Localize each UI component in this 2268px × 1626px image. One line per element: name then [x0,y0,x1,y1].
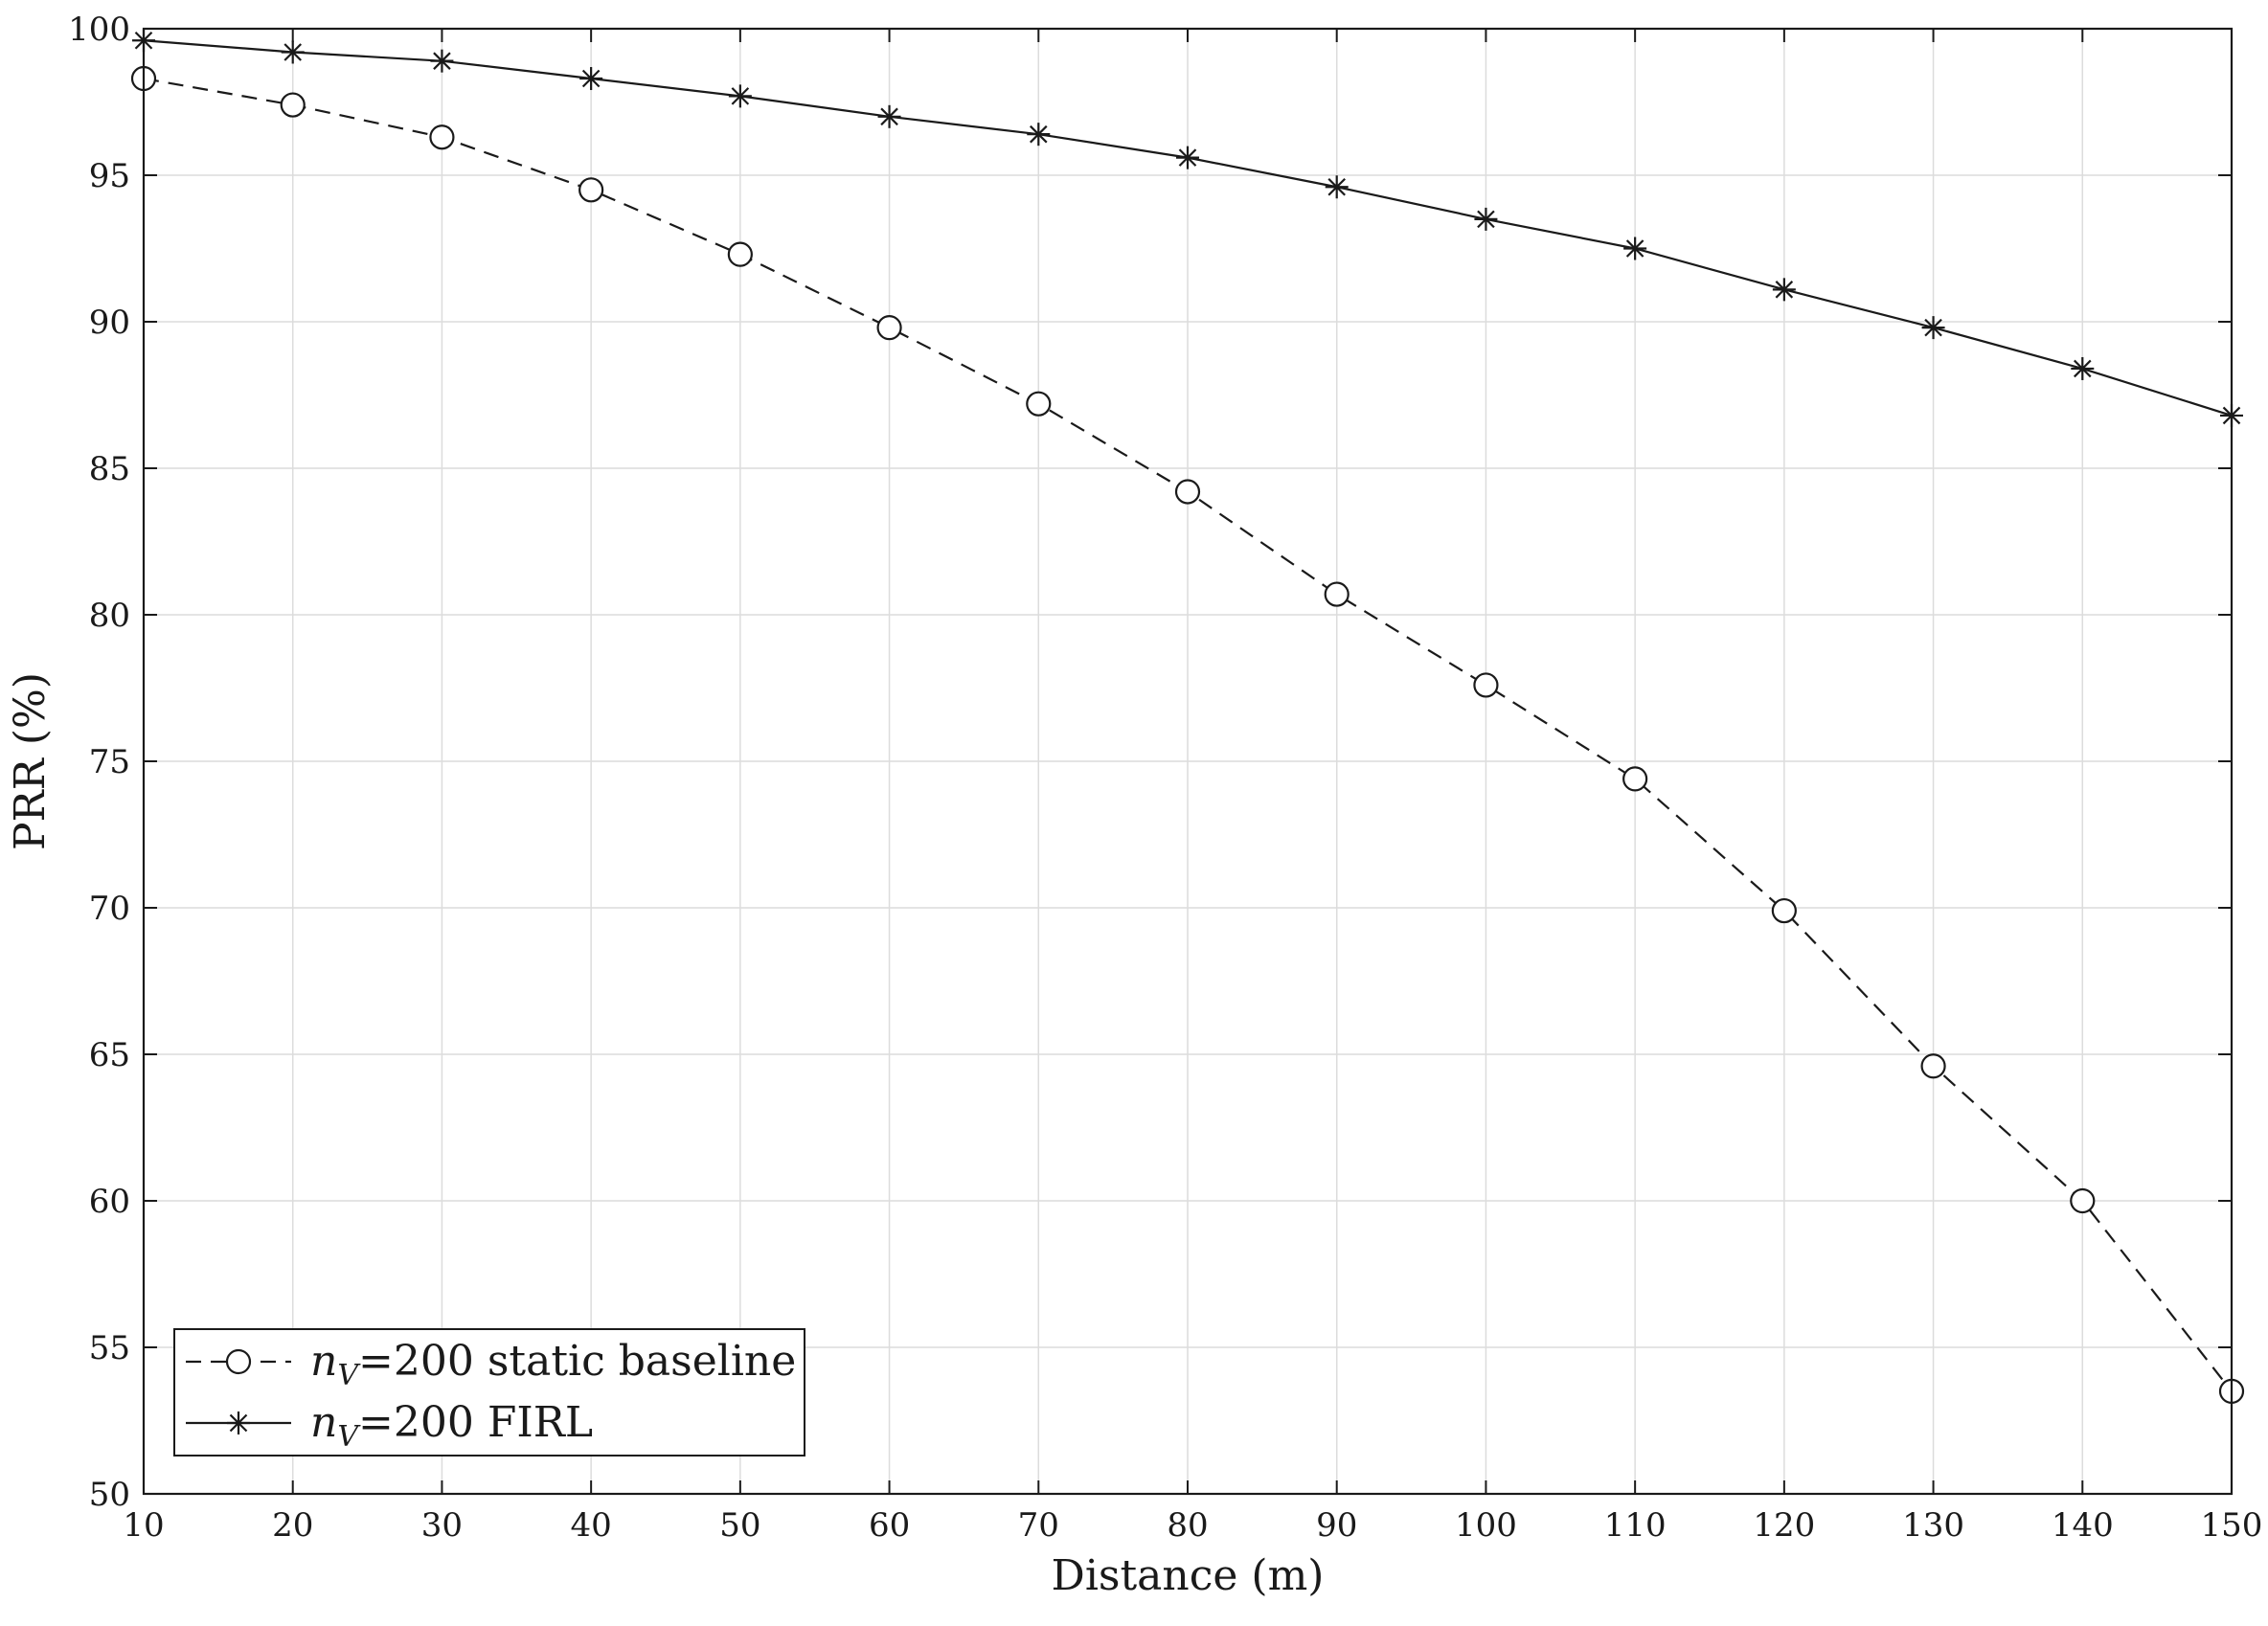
tick-labels: 10 20 30 40 50 60 70 80 90 100 110 120 130 140 150 50 55… [68,11,2262,1545]
legend-label-sub: V [337,1420,361,1454]
legend-entry: nV=200 static baseline [186,1337,796,1392]
y-tick-label: 90 [89,304,130,342]
data-point-marker [1325,175,1349,199]
data-point-marker [1176,146,1199,169]
y-tick-label: 80 [89,597,130,635]
x-tick-label: 110 [1604,1506,1667,1545]
data-point-marker [429,124,455,150]
grid [144,29,2232,1494]
data-point-marker [1473,672,1499,698]
data-point-marker [2070,1187,2096,1214]
legend-label: nV=200 static baseline [310,1337,796,1392]
y-axis-title: PRR (%) [6,672,55,850]
y-tick-label: 85 [89,450,130,488]
x-tick-label: 130 [1902,1506,1964,1545]
data-point-marker [1623,237,1647,260]
x-tick-label: 60 [869,1506,910,1545]
x-tick-label: 70 [1018,1506,1059,1545]
data-point-marker [578,177,604,203]
x-tick-label: 100 [1455,1506,1517,1545]
legend-label-sub: V [337,1359,361,1392]
legend-marker [227,1411,250,1434]
series-1 [130,65,2245,1405]
y-tick-label: 60 [89,1183,130,1221]
legend-entry: nV=200 FIRL [186,1398,593,1454]
x-tick-label: 50 [719,1506,760,1545]
x-tick-label: 80 [1167,1506,1208,1545]
data-point-marker [876,315,902,341]
data-point-marker [579,67,603,91]
x-tick-label: 10 [123,1506,164,1545]
legend-marker [225,1348,252,1375]
data-point-marker [728,84,752,108]
data-point-marker [1026,391,1052,417]
y-tick-label: 65 [89,1036,130,1074]
y-tick-label: 50 [89,1476,130,1514]
data-point-marker [1174,479,1201,505]
series-2 [132,29,2243,427]
y-tick-label: 100 [68,11,130,49]
data-point-marker [430,49,454,73]
legend-label: nV=200 FIRL [310,1398,593,1454]
y-tick-label: 75 [89,743,130,781]
data-point-marker [1324,581,1349,607]
x-tick-label: 30 [421,1506,463,1545]
legend-label-var: n [310,1398,337,1447]
data-point-marker [727,241,753,267]
data-point-marker [877,104,901,128]
data-point-marker [1920,1053,1946,1079]
legend-box [173,1328,805,1457]
y-tick-label: 70 [89,890,130,928]
data-point-marker [1921,316,1945,340]
data-point-marker [1771,897,1797,924]
legend-label-text: =200 static baseline [358,1337,796,1386]
x-tick-label: 40 [571,1506,612,1545]
x-tick-label: 140 [2052,1506,2114,1545]
data-point-marker [1027,123,1051,147]
data-point-marker [1622,766,1648,792]
data-point-marker [280,92,306,118]
data-point-marker [2071,356,2095,380]
data-point-marker [1474,207,1498,231]
x-tick-label: 120 [1753,1506,1815,1545]
x-tick-label: 90 [1316,1506,1357,1545]
data-point-marker [281,40,305,64]
y-tick-label: 55 [89,1329,130,1367]
x-axis-title: Distance (m) [1052,1551,1325,1600]
x-tick-label: 150 [2201,1506,2263,1545]
data-point-marker [1772,278,1796,302]
axis-ticks [143,28,2233,1495]
legend-label-var: n [310,1337,337,1386]
y-tick-label: 95 [89,157,130,195]
legend-label-text: =200 FIRL [358,1398,593,1447]
x-tick-label: 20 [272,1506,313,1545]
series-layer [130,29,2245,1405]
